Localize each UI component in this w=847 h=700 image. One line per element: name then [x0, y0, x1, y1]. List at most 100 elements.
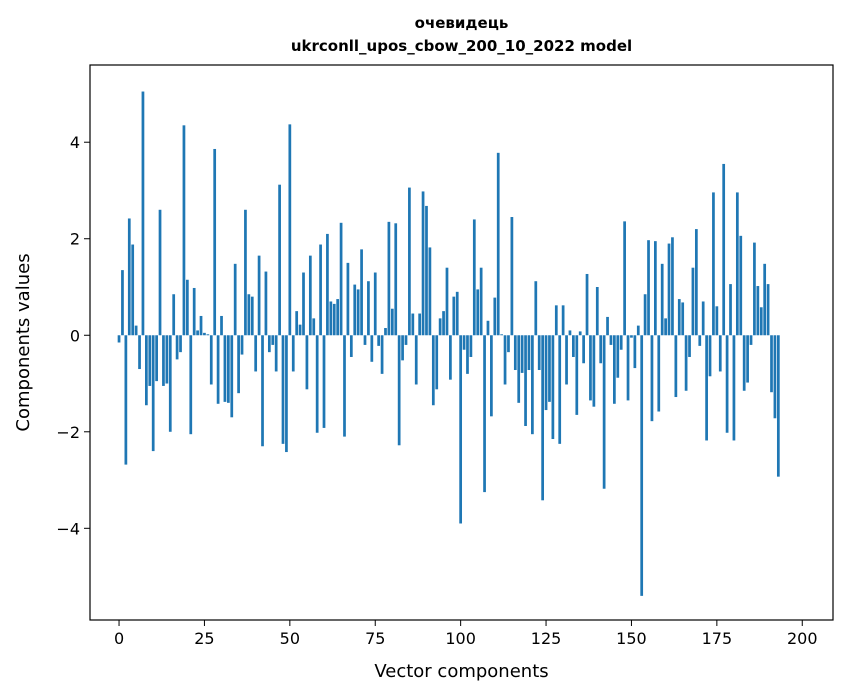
bar-101	[462, 335, 466, 350]
bar-13	[162, 335, 165, 386]
bar-172	[705, 335, 708, 441]
bar-31	[223, 335, 227, 402]
bar-115	[510, 217, 514, 336]
bar-8	[145, 335, 148, 406]
bar-134	[575, 335, 579, 415]
bar-103	[469, 335, 473, 357]
bar-33	[230, 335, 234, 418]
bar-149	[626, 335, 630, 401]
bar-58	[315, 335, 319, 433]
bar-132	[568, 330, 572, 336]
bar-85	[408, 187, 411, 336]
bar-29	[216, 335, 220, 404]
bar-30	[220, 315, 223, 336]
bar-151	[633, 335, 637, 369]
x-tick-label: 75	[365, 629, 385, 648]
y-tick-label: 4	[70, 133, 80, 152]
bar-87	[414, 335, 418, 385]
bar-145	[613, 335, 616, 404]
bar-64	[336, 299, 340, 336]
bar-122	[534, 281, 538, 336]
x-axis-ticks: 0 25 50 75 100 125 150 175 200	[114, 620, 818, 648]
bar-106	[479, 267, 483, 336]
bar-12	[158, 209, 162, 336]
bar-174	[712, 192, 715, 336]
bar-15	[168, 335, 172, 432]
bar-140	[595, 287, 599, 336]
bar-173	[708, 335, 712, 377]
bar-104	[472, 219, 476, 336]
bar-14	[165, 335, 169, 384]
bar-16	[172, 294, 176, 336]
bar-45	[271, 335, 275, 345]
bar-90	[425, 205, 428, 336]
chart-subtitle: ukrconll_upos_cbow_200_10_2022 model	[291, 37, 632, 55]
bar-82	[397, 335, 401, 446]
bar-189	[763, 263, 767, 336]
bar-89	[421, 191, 425, 336]
bar-108	[486, 320, 490, 336]
bar-38	[247, 294, 251, 336]
bar-57	[312, 318, 316, 336]
bar-41	[257, 255, 261, 336]
bar-50	[288, 124, 292, 336]
x-tick-label: 150	[616, 629, 647, 648]
bar-91	[428, 247, 432, 336]
bar-188	[759, 307, 763, 336]
x-axis-label: Vector components	[374, 661, 548, 682]
bar-126	[548, 335, 551, 402]
bar-147	[619, 335, 623, 350]
bar-36	[240, 335, 244, 355]
bar-73	[367, 281, 370, 336]
bar-123	[537, 335, 541, 371]
bar-158	[657, 335, 661, 412]
bar-107	[483, 335, 486, 493]
bar-42	[261, 335, 264, 447]
bar-139	[592, 335, 596, 407]
x-tick-label: 50	[280, 629, 300, 648]
bar-133	[572, 335, 575, 357]
bar-176	[718, 335, 722, 372]
bar-78	[384, 328, 387, 336]
x-tick-label: 175	[702, 629, 733, 648]
bar-81	[394, 223, 398, 336]
bar-25	[203, 332, 206, 336]
y-tick-label: 0	[70, 326, 80, 345]
bar-180	[732, 335, 736, 441]
bar-170	[698, 335, 702, 346]
bar-99	[455, 291, 459, 336]
bar-118	[520, 335, 524, 373]
bar-72	[363, 335, 367, 345]
bar-130	[561, 305, 565, 336]
bar-77	[380, 335, 384, 374]
bar-152	[636, 325, 640, 336]
bar-164	[677, 299, 681, 336]
bar-28	[213, 148, 217, 336]
bar-150	[630, 335, 633, 338]
x-tick-label: 100	[445, 629, 476, 648]
bar-21	[189, 335, 193, 435]
bar-26	[206, 334, 210, 336]
bar-74	[370, 335, 374, 362]
bar-70	[356, 289, 360, 336]
bar-76	[377, 335, 381, 346]
bar-66	[343, 335, 346, 437]
bar-120	[527, 335, 531, 371]
bar-1	[121, 270, 124, 336]
bar-23	[196, 330, 199, 336]
bar-27	[209, 335, 213, 385]
bar-144	[609, 335, 613, 345]
chart-title: очевидець	[415, 14, 509, 32]
bar-141	[599, 335, 603, 364]
bar-9	[148, 335, 152, 386]
bar-162	[671, 237, 674, 336]
bar-163	[674, 335, 678, 398]
bar-94	[438, 318, 442, 336]
bar-111	[496, 152, 500, 336]
bar-167	[688, 335, 691, 357]
bar-153	[640, 335, 644, 596]
bar-20	[185, 279, 189, 336]
bar-48	[281, 335, 285, 444]
